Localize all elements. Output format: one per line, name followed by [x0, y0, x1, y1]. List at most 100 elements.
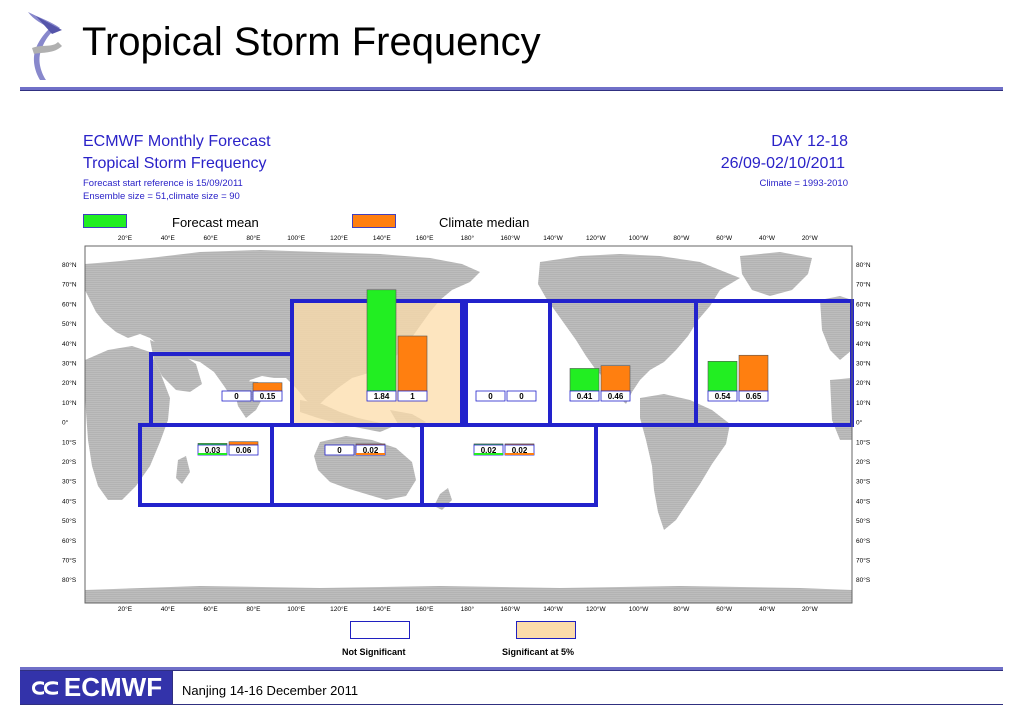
map-header-left-1: ECMWF Monthly Forecast	[83, 133, 271, 150]
forecast-bar	[366, 289, 397, 392]
lon-label-bottom: 60°W	[716, 605, 733, 613]
climate-bar	[505, 453, 534, 455]
bars-layer: 0 0.15 1.84 1 0 0 0.41 0.46 0.54 0.650.03 0.06 0 0.0…	[197, 289, 769, 456]
map-header-left-4: Ensemble size = 51,climate size = 90	[83, 191, 240, 202]
forecast-bar	[474, 453, 503, 455]
climate-value-box	[228, 444, 259, 456]
climate-value-box	[600, 390, 631, 402]
lat-label-right: 30°N	[856, 360, 871, 368]
forecast-value-box	[324, 444, 355, 456]
lat-label-right: 60°N	[856, 300, 871, 308]
lon-label-bottom: 100°E	[287, 605, 305, 613]
climate-bar	[397, 335, 428, 392]
lon-label-top: 160°E	[416, 234, 434, 242]
ecmwf-logo-icon	[31, 680, 58, 695]
lat-label-left: 80°N	[62, 261, 77, 269]
forecast-value-box	[475, 390, 506, 402]
climate-bar	[252, 382, 283, 392]
lat-label-left: 0°	[62, 419, 69, 427]
footer-bottom-line	[20, 704, 1003, 705]
lon-label-top: 20°W	[802, 234, 819, 242]
lat-label-right: 20°S	[856, 458, 871, 466]
lon-label-bottom: 80°W	[673, 605, 690, 613]
lon-labels-bottom: 20°E 40°E 60°E 80°E 100°E 120°E 140°E 160°E 180°…	[118, 605, 819, 613]
lat-label-left: 40°S	[62, 497, 77, 505]
footer-event-text: Nanjing 14-16 December 2011	[182, 683, 359, 698]
forecast-value-label: 0	[488, 392, 493, 401]
climate-bar	[228, 441, 259, 446]
footer-logo-text: ECMWF	[63, 672, 163, 702]
lon-label-bottom: 40°W	[759, 605, 776, 613]
climate-value-label: 0.02	[512, 446, 528, 455]
lat-label-right: 0°	[856, 419, 863, 427]
lat-label-left: 70°S	[62, 557, 77, 565]
forecast-bar	[707, 360, 738, 392]
climate-value-box	[252, 390, 283, 402]
lon-label-bottom: 160°E	[416, 605, 434, 613]
lon-label-top: 100°E	[287, 234, 305, 242]
lon-label-top: 60°E	[204, 234, 219, 242]
legend-not-significant-swatch	[350, 621, 410, 639]
region-bars: 0.03 0.06	[197, 441, 259, 456]
lon-label-top: 40°W	[759, 234, 776, 242]
lon-label-bottom: 140°E	[373, 605, 391, 613]
legend-significant-label: Significant at 5%	[502, 647, 575, 657]
lon-label-bottom: 120°E	[330, 605, 348, 613]
lat-label-left: 10°N	[62, 399, 77, 407]
climate-value-box	[397, 390, 428, 402]
lat-label-right: 80°N	[856, 261, 871, 269]
bottom-divider	[20, 667, 1003, 671]
climate-value-label: 0.02	[363, 446, 379, 455]
lon-label-bottom: 100°W	[629, 605, 649, 613]
lon-label-top: 80°E	[246, 234, 261, 242]
lat-label-left: 50°N	[62, 320, 77, 328]
map-header-right-3: Climate = 1993-2010	[759, 178, 848, 189]
lon-label-top: 180°	[461, 234, 475, 242]
ecmwf-footer-logo: ECMWF	[20, 671, 173, 704]
lon-label-bottom: 140°W	[543, 605, 563, 613]
legend-significant-swatch	[516, 621, 576, 639]
lon-label-bottom: 160°W	[500, 605, 520, 613]
top-divider	[20, 87, 1003, 91]
climate-value-label: 0.06	[236, 446, 252, 455]
lat-label-left: 60°N	[62, 300, 77, 308]
climate-value-label: 0.46	[608, 392, 624, 401]
region-bars: 0 0.02	[324, 443, 386, 456]
lat-label-left: 30°S	[62, 478, 77, 486]
legend-not-significant-label: Not Significant	[342, 647, 406, 657]
legend-climate-swatch	[352, 214, 396, 228]
forecast-value-box	[221, 390, 252, 402]
region-bars: 1.84 1	[366, 289, 428, 402]
climate-value-label: 0.15	[260, 392, 276, 401]
region-bars: 0.54 0.65	[707, 354, 769, 402]
climate-bar	[600, 365, 631, 392]
lat-label-right: 70°S	[856, 557, 871, 565]
lon-label-top: 60°W	[716, 234, 733, 242]
lon-label-top: 140°W	[543, 234, 563, 242]
lat-labels-right: 80°N 70°N 60°N 50°N 40°N 30°N 20°N 10°N 0° 10°S 20…	[856, 261, 871, 584]
lat-label-left: 20°S	[62, 458, 77, 466]
lat-labels-left: 80°N 70°N 60°N 50°N 40°N 30°N 20°N 10°N 0° 10°S 20…	[62, 261, 77, 584]
forecast-value-label: 0.54	[715, 392, 731, 401]
lat-label-right: 70°N	[856, 281, 871, 289]
lon-label-bottom: 80°E	[246, 605, 261, 613]
climate-value-box	[738, 390, 769, 402]
climate-bar	[356, 453, 385, 455]
forecast-value-label: 0.41	[577, 392, 593, 401]
lat-label-left: 20°N	[62, 379, 77, 387]
lat-label-right: 20°N	[856, 379, 871, 387]
region-bars: 0 0.15	[221, 382, 283, 402]
forecast-bar	[569, 368, 600, 392]
lon-label-top: 160°W	[500, 234, 520, 242]
forecast-value-box	[707, 390, 738, 402]
climate-value-box	[506, 390, 537, 402]
lat-label-right: 50°N	[856, 320, 871, 328]
forecast-value-label: 1.84	[374, 392, 390, 401]
lon-label-bottom: 40°E	[161, 605, 176, 613]
forecast-value-label: 0.03	[205, 446, 221, 455]
map-header-left-2: Tropical Storm Frequency	[83, 155, 267, 172]
lat-label-right: 60°S	[856, 537, 871, 545]
lat-label-right: 50°S	[856, 517, 871, 525]
lon-label-bottom: 60°E	[204, 605, 219, 613]
lat-label-left: 60°S	[62, 537, 77, 545]
